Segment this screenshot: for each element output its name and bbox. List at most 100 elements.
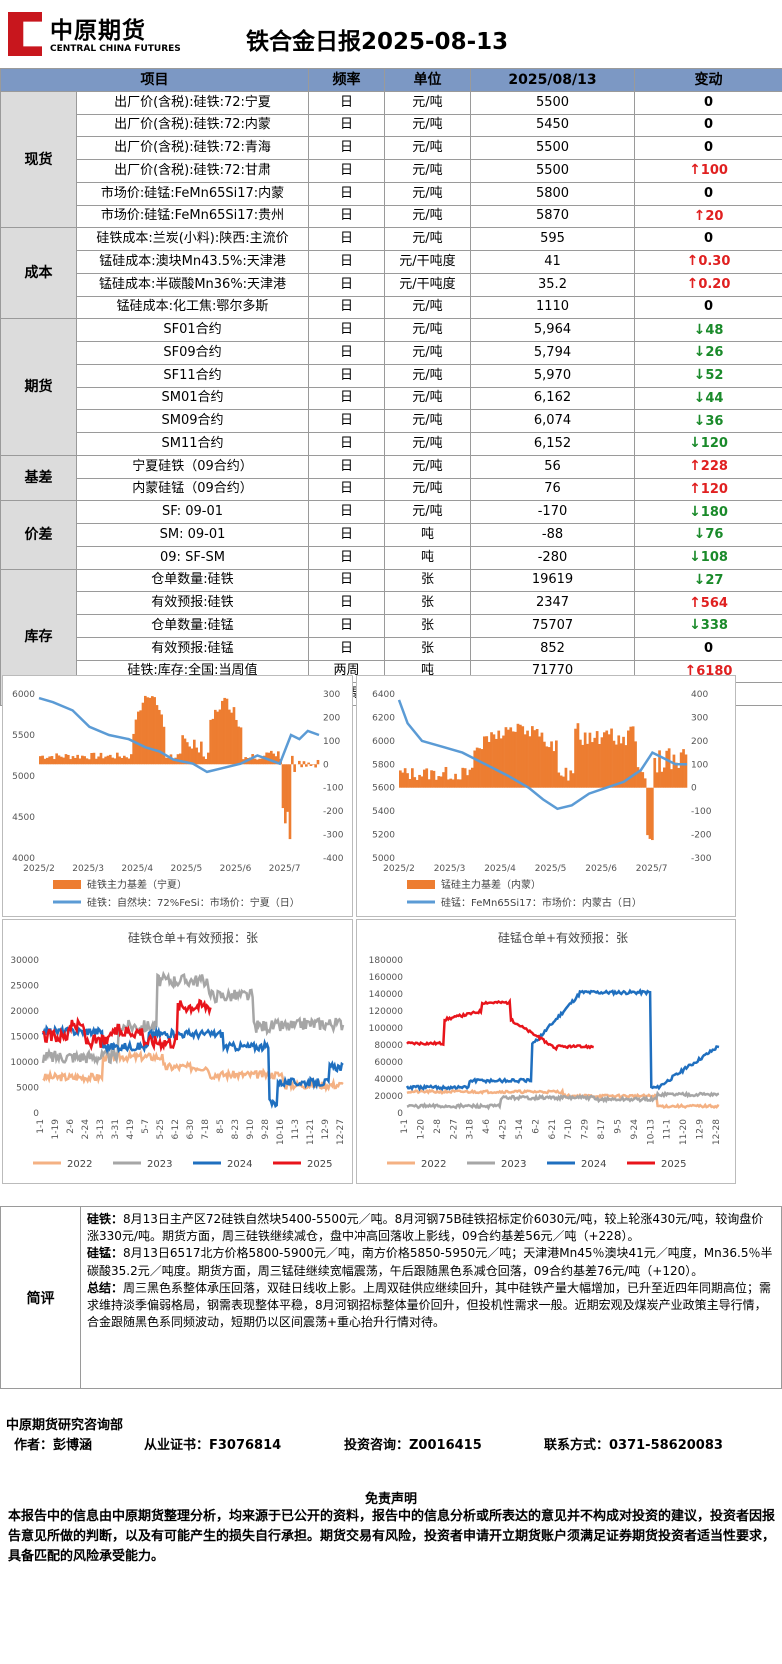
basis-bar <box>444 766 448 788</box>
basis-bar <box>473 750 477 788</box>
basis-bar <box>677 767 681 788</box>
basis-bar <box>684 754 688 788</box>
item-cell: SF11合约 <box>76 363 309 388</box>
basis-bar <box>263 755 266 765</box>
item-cell: 锰硅成本:澳块Mn43.5%:天津港 <box>76 250 309 274</box>
basis-bar <box>552 751 556 788</box>
basis-bar <box>408 778 412 788</box>
basis-bar <box>559 775 563 788</box>
basis-bar <box>641 772 645 788</box>
basis-bar <box>179 753 182 765</box>
y-tick: 30000 <box>10 956 39 966</box>
basis-bar <box>545 746 549 788</box>
y-left-tick: 5400 <box>372 807 395 817</box>
table-row: 锰硅成本:半碳酸Mn36%:天津港日元/干吨度 35.2 ↑0.20 <box>1 272 782 297</box>
item-cell: 市场价:硅锰:FeMn65Si17:贵州 <box>76 204 309 229</box>
basis-bar <box>221 700 224 765</box>
basis-bar <box>615 744 618 788</box>
table-row: SF09合约日元/吨 5,794 ↓26 <box>1 341 782 365</box>
basis-bar <box>132 733 135 765</box>
x-tick: 1-20 <box>416 1119 426 1140</box>
value-cell: -280 <box>470 545 635 570</box>
basis-bar <box>478 748 481 788</box>
basis-bar <box>619 743 623 788</box>
basis-bar <box>432 770 436 788</box>
legend-swatch-bar <box>407 880 435 889</box>
y-right-tick: 300 <box>691 713 708 723</box>
y-right-tick: -100 <box>691 807 712 817</box>
x-tick: 2025/3 <box>434 864 466 874</box>
x-tick: 4-6 <box>482 1119 492 1134</box>
arrow-up-icon: ↑ <box>689 458 701 475</box>
basis-bar <box>454 773 457 788</box>
price-line <box>397 699 687 811</box>
item-cell: 09: SF-SM <box>76 545 309 570</box>
basis-bar <box>581 744 585 788</box>
change-cell: ↓180 <box>634 500 782 524</box>
x-tick: 11-1 <box>663 1119 673 1139</box>
table-row: 锰硅成本:澳块Mn43.5%:天津港日元/干吨度 41 ↑0.30 <box>1 250 782 274</box>
basis-bar <box>316 759 320 765</box>
y-right-tick: -200 <box>323 807 344 817</box>
unit-cell: 元/吨 <box>384 386 471 411</box>
basis-bar <box>104 756 107 765</box>
series-line-2022 <box>406 1087 720 1109</box>
freq-cell: 日 <box>308 523 385 547</box>
commentary-sm-text: 8月13日6517北方价格5800-5900元／吨，南方价格5850-5950元… <box>87 1246 773 1278</box>
y-right-tick: 0 <box>691 784 697 794</box>
freq-cell: 日 <box>308 568 385 593</box>
basis-bar <box>670 769 673 788</box>
basis-bar <box>139 710 142 765</box>
col-item: 项目 <box>0 68 309 92</box>
freq-cell: 日 <box>308 159 385 183</box>
table-row: 基差 宁夏硅铁（09合约）日元/吨 56 ↑228 <box>0 454 782 502</box>
basis-bar <box>314 764 317 768</box>
basis-bar <box>90 752 93 765</box>
contact-line: 作者：彭博涵 从业证书：F3076814 投资咨询：Z0016415 联系方式：… <box>14 1434 774 1453</box>
category-cell: 价差 <box>0 500 77 570</box>
basis-bar <box>627 730 630 788</box>
unit-cell: 元/吨 <box>384 318 471 342</box>
table-row: SM01合约日元/吨 6,162 ↓44 <box>1 386 782 411</box>
change-cell: ↑100 <box>634 159 782 183</box>
table-row: 库存 仓单数量:硅铁日张 19619 ↓27 <box>0 568 782 706</box>
x-tick: 8-17 <box>597 1119 607 1139</box>
chart-sf-warrants: 硅铁仓单+有效预报：张 0 5000 10000 15000 20000 25000 3000… <box>2 919 353 1184</box>
basis-bar <box>172 758 175 765</box>
x-tick: 2-8 <box>433 1119 443 1134</box>
series-line-2025 <box>406 997 594 1052</box>
x-tick: 6-30 <box>186 1119 196 1140</box>
basis-bar <box>186 742 189 765</box>
legend-label: 锰硅主力基差（内蒙） <box>441 878 541 891</box>
item-cell: 锰硅成本:半碳酸Mn36%:天津港 <box>76 272 309 297</box>
y-right-tick: 200 <box>691 737 708 747</box>
y-right-tick: -400 <box>323 854 344 864</box>
basis-bar <box>106 755 110 765</box>
arrow-down-icon: ↓ <box>689 549 701 566</box>
x-tick: 2025/2 <box>383 864 415 874</box>
basis-bar <box>272 753 275 765</box>
x-tick: 2025/5 <box>171 864 203 874</box>
change-cell: 0 <box>634 227 782 251</box>
change-value: 0 <box>703 185 714 201</box>
basis-bar <box>610 728 613 788</box>
x-tick: 2025/6 <box>585 864 617 874</box>
chart-sm-warrants: 硅锰仓单+有效预报：张 0 20000 40000 60000 80000 100000 12… <box>356 919 736 1184</box>
logo-en: CENTRAL CHINA FUTURES <box>50 44 181 54</box>
arrow-up-icon: ↑ <box>693 207 706 224</box>
chart-title: 硅锰仓单+有效预报：张 <box>498 930 628 945</box>
col-unit: 单位 <box>384 68 471 92</box>
basis-bar <box>401 772 405 788</box>
value-cell: 5800 <box>470 181 635 206</box>
series-line-2022 <box>42 1049 344 1093</box>
arrow-down-icon: ↓ <box>693 367 706 384</box>
author: 作者：彭博涵 <box>14 1438 93 1453</box>
y-tick: 10000 <box>10 1058 39 1068</box>
basis-bar <box>456 779 460 788</box>
freq-cell: 日 <box>308 90 385 115</box>
company-logo-icon <box>8 12 42 56</box>
basis-bar <box>78 758 82 765</box>
basis-bar <box>571 773 575 788</box>
freq-cell: 日 <box>308 136 385 160</box>
x-tick: 2025/3 <box>72 864 104 874</box>
